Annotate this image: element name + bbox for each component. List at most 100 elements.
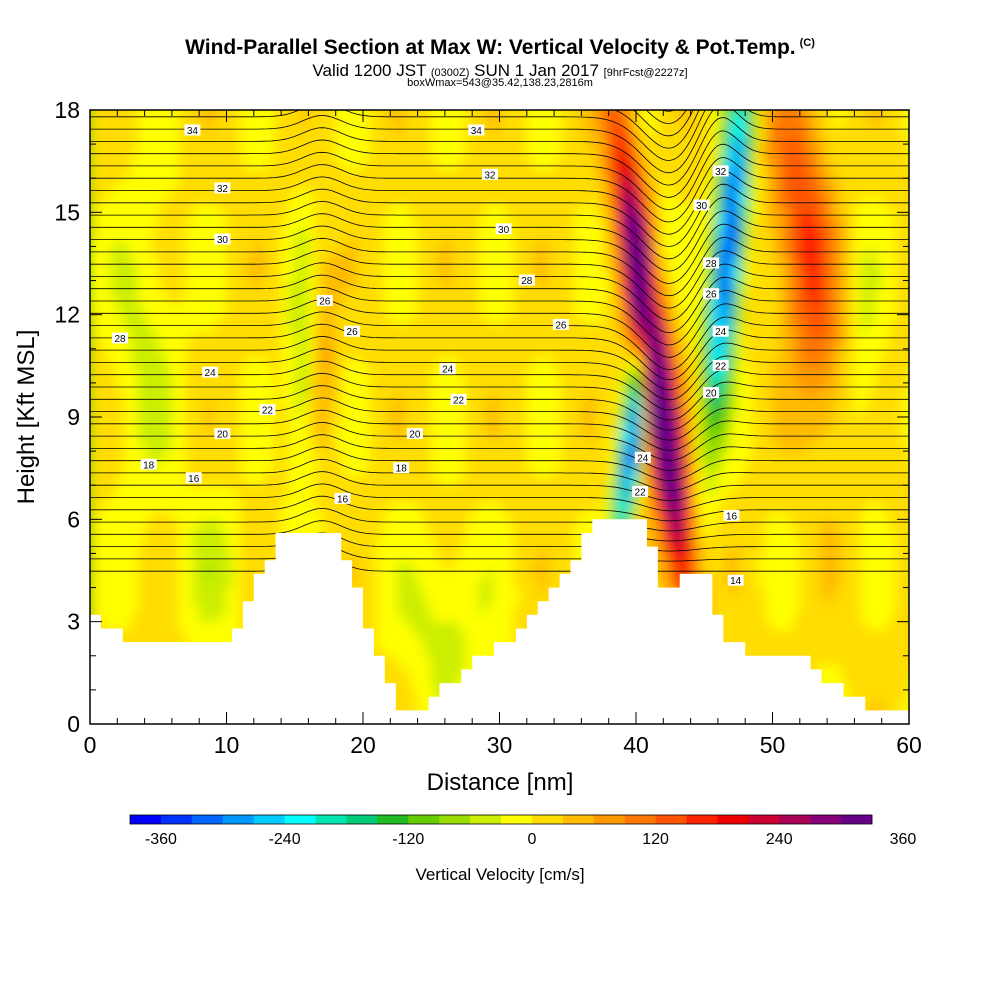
velocity-cell: [526, 570, 535, 580]
velocity-cell: [363, 263, 371, 273]
velocity-cell: [349, 536, 357, 546]
velocity-cell: [253, 220, 262, 230]
velocity-cell: [342, 127, 350, 137]
velocity-cell: [287, 246, 296, 256]
velocity-cell: [363, 468, 371, 478]
velocity-cell: [171, 186, 180, 196]
velocity-cell: [533, 127, 541, 137]
velocity-cell: [171, 365, 180, 375]
velocity-cell: [431, 519, 439, 529]
velocity-cell: [383, 536, 391, 546]
velocity-cell: [458, 485, 466, 495]
velocity-cell: [199, 536, 207, 546]
velocity-cell: [281, 485, 289, 495]
velocity-cell: [451, 323, 460, 333]
velocity-cell: [267, 519, 275, 529]
velocity-cell: [144, 604, 152, 614]
velocity-cell: [438, 510, 446, 520]
velocity-cell: [151, 630, 159, 640]
velocity-cell: [260, 297, 268, 307]
velocity-cell: [144, 340, 152, 350]
velocity-cell: [110, 110, 118, 120]
velocity-cell: [513, 596, 521, 606]
velocity-cell: [301, 152, 309, 162]
velocity-cell: [110, 357, 118, 367]
velocity-cell: [247, 255, 255, 265]
velocity-cell: [533, 519, 541, 529]
velocity-cell: [124, 442, 132, 452]
velocity-cell: [485, 519, 494, 529]
velocity-cell: [212, 596, 221, 606]
velocity-cell: [212, 621, 221, 631]
velocity-cell: [117, 297, 125, 307]
velocity-cell: [465, 442, 473, 452]
velocity-cell: [130, 169, 139, 179]
velocity-cell: [417, 144, 425, 154]
velocity-cell: [485, 459, 494, 469]
velocity-cell: [137, 562, 146, 572]
velocity-cell: [103, 365, 112, 375]
velocity-cell: [404, 186, 412, 196]
velocity-cell: [178, 365, 187, 375]
velocity-cell: [417, 135, 425, 145]
velocity-cell: [363, 272, 371, 282]
velocity-cell: [287, 255, 296, 265]
velocity-cell: [438, 314, 446, 324]
velocity-cell: [322, 220, 330, 230]
velocity-cell: [233, 544, 241, 554]
velocity-cell: [458, 664, 466, 674]
velocity-cell: [513, 365, 521, 375]
velocity-cell: [199, 289, 207, 299]
velocity-cell: [158, 527, 166, 537]
velocity-cell: [342, 348, 350, 358]
velocity-cell: [499, 263, 507, 273]
velocity-cell: [342, 110, 350, 120]
velocity-cell: [410, 237, 419, 247]
velocity-cell: [417, 169, 425, 179]
velocity-cell: [137, 212, 146, 222]
velocity-cell: [356, 374, 364, 384]
velocity-cell: [110, 306, 118, 316]
velocity-cell: [499, 630, 507, 640]
velocity-cell: [547, 246, 555, 256]
velocity-cell: [185, 178, 193, 188]
velocity-cell: [274, 365, 282, 375]
velocity-cell: [506, 365, 514, 375]
velocity-cell: [267, 536, 275, 546]
velocity-cell: [212, 493, 221, 503]
velocity-cell: [383, 570, 391, 580]
velocity-cell: [165, 280, 173, 290]
velocity-cell: [206, 570, 214, 580]
velocity-cell: [342, 306, 350, 316]
velocity-cell: [226, 246, 234, 256]
velocity-cell: [410, 186, 419, 196]
velocity-cell: [526, 442, 535, 452]
velocity-cell: [540, 587, 548, 597]
velocity-cell: [513, 186, 521, 196]
velocity-cell: [390, 519, 398, 529]
velocity-cell: [274, 161, 282, 171]
velocity-cell: [465, 604, 473, 614]
velocity-cell: [472, 553, 480, 563]
velocity-cell: [294, 246, 303, 256]
velocity-cell: [390, 220, 398, 230]
velocity-cell: [547, 417, 555, 427]
velocity-cell: [212, 220, 221, 230]
velocity-cell: [233, 212, 241, 222]
velocity-cell: [547, 365, 555, 375]
velocity-cell: [431, 212, 439, 222]
velocity-cell: [274, 451, 282, 461]
velocity-cell: [424, 417, 432, 427]
velocity-cell: [294, 527, 303, 537]
velocity-cell: [165, 519, 173, 529]
velocity-cell: [185, 306, 193, 316]
velocity-cell: [328, 212, 337, 222]
velocity-cell: [540, 152, 548, 162]
velocity-cell: [547, 579, 555, 589]
velocity-cell: [369, 255, 378, 265]
velocity-cell: [90, 289, 98, 299]
velocity-cell: [117, 255, 125, 265]
velocity-cell: [137, 246, 146, 256]
velocity-cell: [410, 613, 419, 623]
velocity-cell: [124, 527, 132, 537]
